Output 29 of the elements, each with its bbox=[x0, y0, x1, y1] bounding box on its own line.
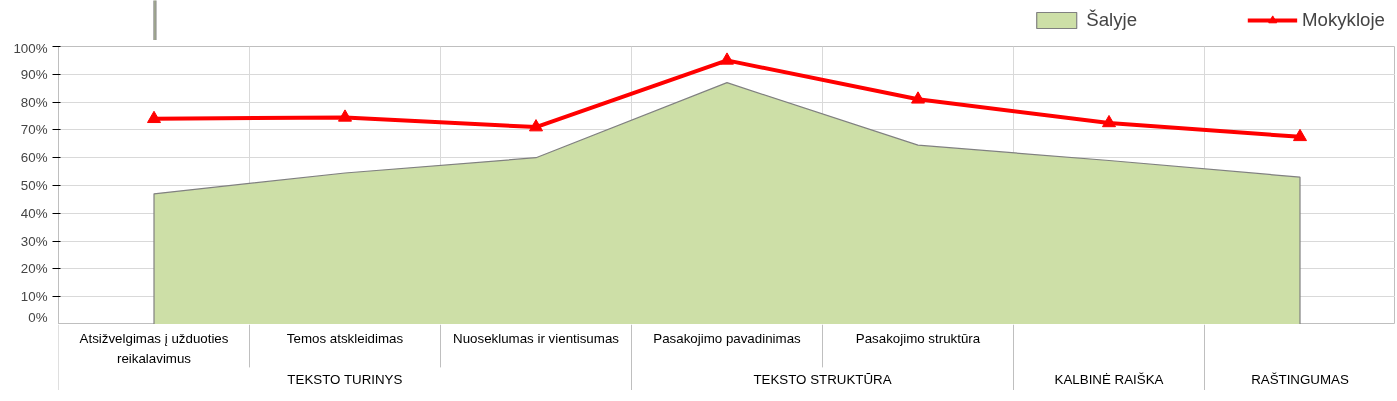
x-tick-label: Temos atskleidimas bbox=[286, 331, 404, 347]
x-tick-label: Nuoseklumas ir vientisumas bbox=[453, 331, 620, 347]
point bbox=[529, 119, 543, 132]
y-tick-label: 50% bbox=[20, 178, 48, 193]
x-tick-label: Pasakojimo pavadinimas bbox=[653, 331, 802, 347]
text: TEKSTO STRUKTŪRA bbox=[753, 371, 892, 387]
x-tick-label: Pasakojimo struktūra bbox=[855, 331, 981, 347]
point bbox=[147, 110, 161, 124]
text: TEKSTO TURINYS bbox=[287, 371, 403, 387]
point bbox=[1102, 114, 1116, 128]
y-tick-label: 10% bbox=[20, 289, 48, 305]
legend-label: Šalyje bbox=[1086, 9, 1138, 31]
point bbox=[720, 52, 734, 65]
y-tick-label: 0% bbox=[28, 309, 48, 325]
y-tick-label: 60% bbox=[20, 150, 48, 166]
y-tick-label: 90% bbox=[20, 66, 48, 82]
x-tick-label: Atsižvelgimas į užduoties reikalavimus bbox=[79, 331, 229, 366]
text: RAŠTINGUMAS bbox=[1251, 371, 1349, 387]
legend-label: Mokykloje bbox=[1302, 9, 1385, 31]
point bbox=[1293, 128, 1307, 142]
point bbox=[338, 109, 352, 122]
y-tick-label: 40% bbox=[20, 205, 48, 221]
text: KALBINĖ RAIŠKA bbox=[1054, 371, 1164, 387]
point bbox=[911, 91, 925, 104]
y-tick-label: 80% bbox=[20, 94, 48, 110]
y-tick-label: 100% bbox=[13, 40, 48, 56]
y-tick-label: 30% bbox=[20, 233, 48, 249]
y-tick-label: 20% bbox=[20, 261, 48, 277]
y-tick-label: 70% bbox=[20, 122, 48, 138]
